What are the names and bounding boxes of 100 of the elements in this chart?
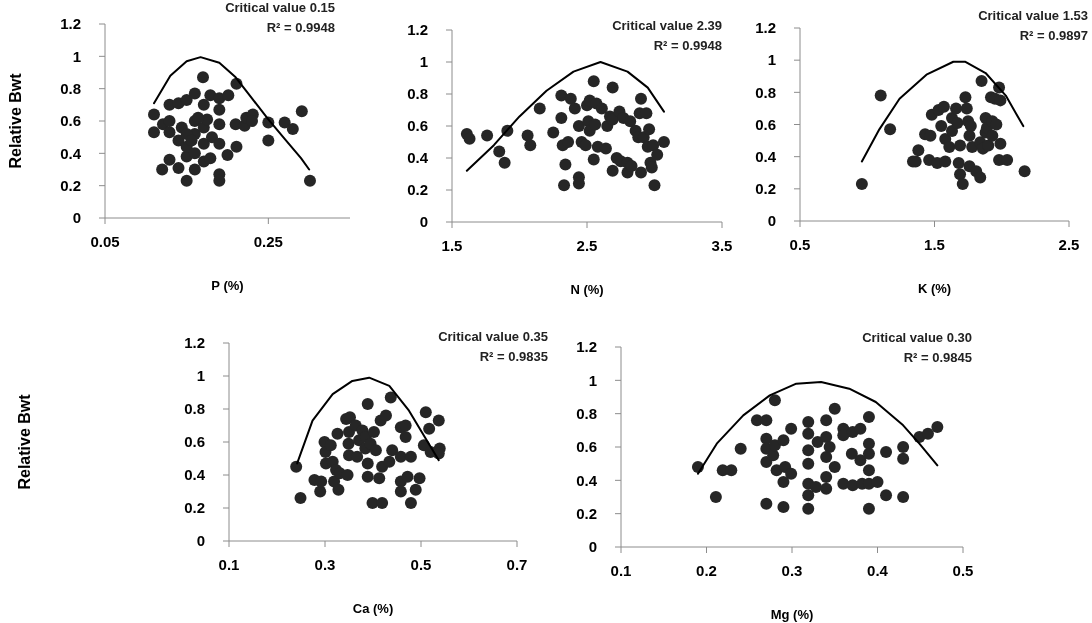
annotation: Critical value 2.39 <box>612 17 722 35</box>
text: Critical value 1.53 <box>978 7 1088 25</box>
point <box>383 455 396 468</box>
y-axis-title: Relative Bwt <box>15 393 33 490</box>
point <box>409 483 422 496</box>
point <box>394 450 407 463</box>
x-axis-title: Mg (%) <box>770 607 814 622</box>
annotation: R² = 0.9835 <box>478 348 548 366</box>
y-tick-label: 0.2 <box>755 180 776 198</box>
point <box>379 409 392 422</box>
point <box>314 485 327 498</box>
point <box>148 126 160 139</box>
y-tick-label: 0.6 <box>576 438 597 456</box>
point <box>213 137 226 150</box>
point <box>956 178 969 191</box>
x-tick-label: 0.05 <box>90 232 120 250</box>
point <box>197 71 209 84</box>
point <box>221 148 234 161</box>
point <box>404 497 417 510</box>
y-tick-label: 0.4 <box>576 471 598 489</box>
y-tick-label: 1 <box>419 53 428 71</box>
point <box>294 492 307 505</box>
x-tick-label: 0.5 <box>952 561 974 579</box>
annotation: Critical value 0.35 <box>438 328 548 346</box>
point <box>943 141 956 154</box>
y-tick-label: 0.6 <box>407 117 428 135</box>
x-axis-title: N (%) <box>570 282 604 297</box>
point <box>286 123 299 136</box>
x-tick-label: 1.5 <box>441 236 463 254</box>
point <box>361 457 374 470</box>
y-tick-label: 0.6 <box>755 115 776 133</box>
point <box>342 437 355 450</box>
y-tick-label: 0.6 <box>60 112 81 130</box>
point <box>964 120 977 133</box>
point <box>994 137 1007 150</box>
point <box>884 123 897 136</box>
point <box>213 103 226 116</box>
y-tick-label: 0.8 <box>755 83 776 101</box>
point <box>950 102 963 115</box>
point <box>1018 165 1031 178</box>
y-tick-label: 1.2 <box>576 338 597 356</box>
point <box>952 157 965 170</box>
y-tick-label: 1 <box>588 371 597 389</box>
point <box>954 139 967 152</box>
point <box>188 87 201 100</box>
point <box>874 89 887 102</box>
point <box>974 171 987 184</box>
point <box>205 131 218 144</box>
point <box>341 469 354 481</box>
point <box>939 155 952 168</box>
point <box>954 168 967 181</box>
y-tick-label: 0 <box>588 538 597 556</box>
point <box>180 93 193 106</box>
annotation: R² = 0.9845 <box>902 349 972 367</box>
y-tick-label: 1.2 <box>755 19 776 37</box>
point <box>369 444 382 457</box>
point <box>361 470 374 483</box>
x-axis-title: K (%) <box>917 281 952 296</box>
x-tick-label: 0.3 <box>781 561 803 579</box>
y-tick-label: 1.2 <box>407 21 428 39</box>
y-tick-label: 1.2 <box>184 334 205 352</box>
point <box>332 483 345 496</box>
point <box>960 102 973 115</box>
x-tick-label: 0.1 <box>610 561 632 579</box>
point <box>315 475 328 488</box>
y-tick-label: 0.8 <box>576 404 597 422</box>
y-tick-label: 0.4 <box>407 149 429 167</box>
y-tick-label: 0.4 <box>60 144 82 162</box>
y-axis-title: Relative Bwt <box>6 72 24 169</box>
point <box>172 161 185 174</box>
annotation: R² = 0.9948 <box>265 19 335 37</box>
y-tick-label: 0.2 <box>576 504 597 522</box>
y-tick-label: 0 <box>72 209 81 227</box>
y-tick-label: 0 <box>196 532 205 550</box>
y-tick-label: 0.4 <box>184 466 206 484</box>
x-tick-label: 0.5 <box>789 235 811 253</box>
point <box>222 89 235 102</box>
point <box>419 406 432 419</box>
y-tick-label: 0.8 <box>60 79 81 97</box>
x-tick-label: 0.3 <box>314 555 336 573</box>
point <box>373 472 386 485</box>
point <box>192 111 205 124</box>
point <box>386 444 399 457</box>
line-series <box>465 61 665 172</box>
point <box>399 431 412 444</box>
point <box>148 108 160 121</box>
point <box>213 118 226 131</box>
y-tick-label: 0.2 <box>60 176 81 194</box>
point <box>290 460 303 473</box>
point <box>401 470 414 483</box>
point <box>959 91 972 104</box>
point <box>399 419 412 432</box>
point <box>413 472 426 485</box>
point <box>156 163 169 176</box>
y-tick-label: 0.8 <box>184 400 205 418</box>
point <box>361 398 374 411</box>
annotation: R² = 0.9897 <box>1018 27 1088 45</box>
point <box>303 174 316 187</box>
point <box>230 140 243 153</box>
x-tick-label: 0.7 <box>506 555 528 573</box>
